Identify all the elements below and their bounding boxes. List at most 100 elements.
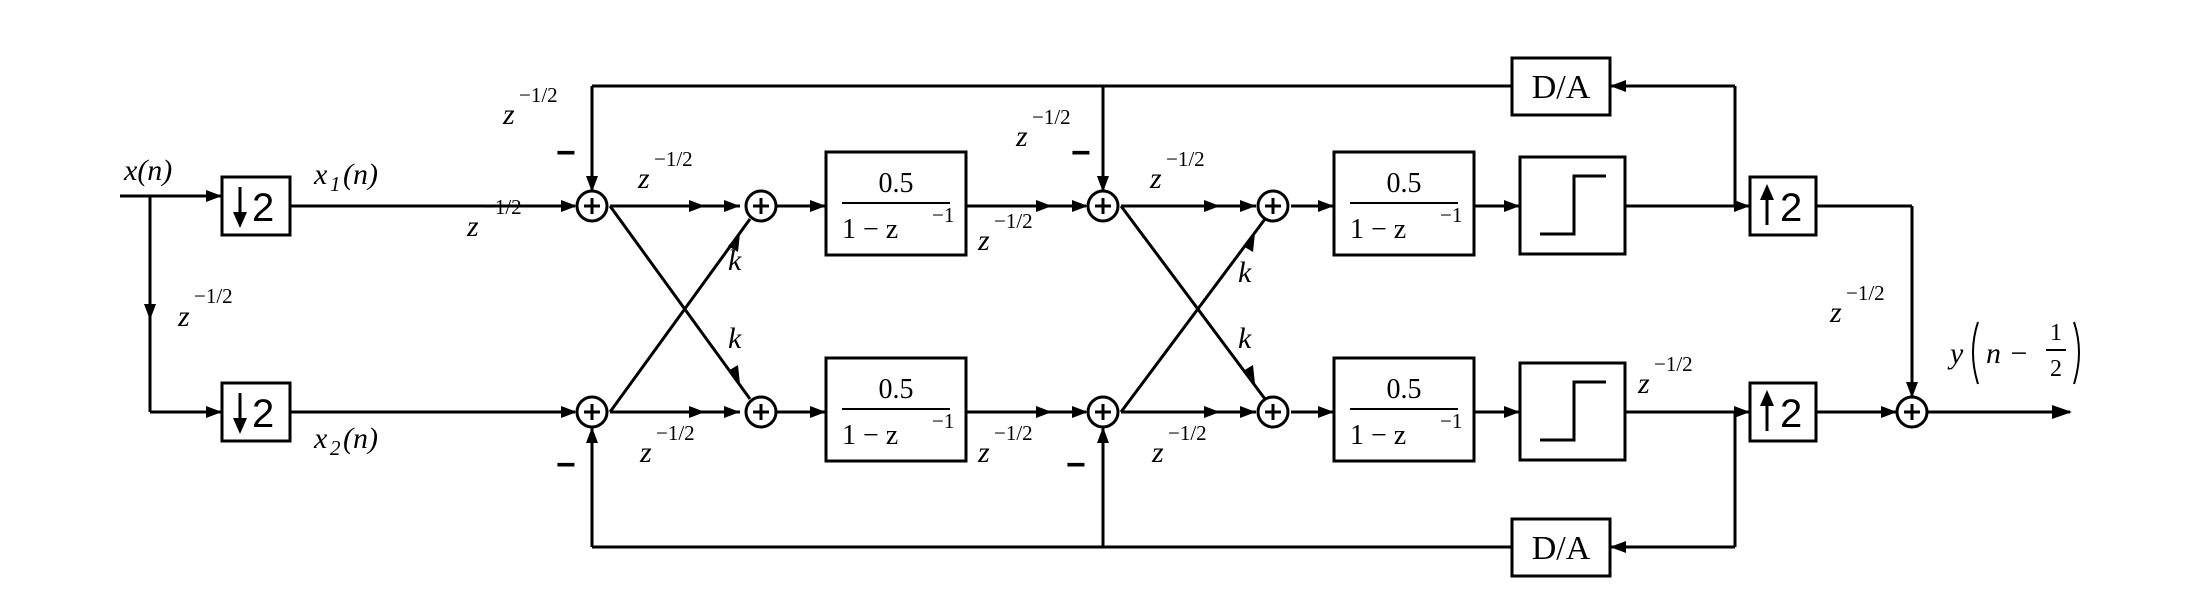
x1-label: x 1 (n): [313, 158, 378, 196]
minus-sign: −: [1071, 134, 1091, 172]
wires: [120, 84, 2070, 549]
svg-text:z: z: [1637, 367, 1650, 400]
dac-bottom: D/A: [1510, 517, 1612, 578]
downsampler-top: 2: [220, 175, 292, 237]
svg-text:−1/2: −1/2: [994, 209, 1033, 233]
integrator-2-bottom: 0.5 1 − z −1: [1332, 356, 1476, 463]
svg-text:−1/2: −1/2: [1846, 281, 1885, 305]
integrator-numerator: 0.5: [879, 374, 914, 405]
svg-text:z: z: [977, 436, 990, 469]
svg-text:−1/2: −1/2: [994, 421, 1033, 445]
svg-text:z: z: [1015, 120, 1028, 153]
svg-text:−1/2: −1/2: [194, 284, 233, 308]
svg-text:x: x: [313, 422, 328, 455]
svg-text:−1/2: −1/2: [1654, 352, 1693, 376]
svg-text:n −: n −: [1986, 337, 2029, 370]
integrator-numerator: 0.5: [1387, 168, 1422, 199]
integrator-1-bottom: 0.5 1 − z −1: [824, 356, 968, 463]
integrator-denominator: 1 − z: [1350, 214, 1406, 245]
svg-text:z: z: [1149, 162, 1162, 195]
summing-junctions: [575, 189, 1929, 429]
delay-label: z −1/2: [977, 421, 1033, 469]
quantizer-bottom: [1518, 361, 1627, 462]
gain-label: k: [1238, 256, 1252, 289]
delay-label: z −1/2: [1149, 147, 1205, 195]
upsampler-bottom: 2: [1748, 381, 1818, 443]
minus-sign: −: [1066, 446, 1086, 484]
integrator-denominator-exp: −1: [932, 409, 954, 433]
integrator-2-top: 0.5 1 − z −1: [1332, 150, 1476, 257]
integrator-1-top: 0.5 1 − z −1: [824, 150, 968, 257]
delay-label: z −1/2: [637, 147, 693, 195]
delay-label: z −1/2: [466, 195, 522, 243]
output-signal-label: y n − 1 2: [1947, 320, 2080, 385]
delay-label: z −1/2: [502, 83, 558, 131]
labels: x(n) x 1 (n) x 2 (n) z −1/2 z −1/2 z −1/…: [123, 83, 2080, 484]
downsample-factor: 2: [252, 392, 274, 436]
sum-junction-output: [1895, 395, 1929, 429]
downsample-factor: 2: [252, 186, 274, 230]
downsampler-bottom: 2: [220, 381, 292, 443]
svg-text:y: y: [1947, 337, 1964, 370]
svg-text:1: 1: [2050, 320, 2062, 346]
gain-label: k: [728, 244, 742, 277]
svg-text:(n): (n): [343, 158, 378, 191]
integrator-denominator: 1 − z: [842, 214, 898, 245]
svg-text:x: x: [313, 158, 328, 191]
svg-text:z: z: [637, 162, 650, 195]
svg-text:−1/2: −1/2: [654, 147, 693, 171]
svg-text:z: z: [1151, 436, 1164, 469]
gain-label: k: [728, 322, 742, 355]
sum-junction-2: [575, 395, 609, 429]
svg-text:z: z: [177, 300, 190, 333]
delay-label: z −1/2: [1015, 105, 1071, 153]
svg-text:(n): (n): [343, 422, 378, 455]
svg-text:z: z: [977, 224, 990, 257]
svg-text:z: z: [639, 436, 652, 469]
integrator-denominator-exp: −1: [1440, 409, 1462, 433]
sum-junction-5: [1086, 189, 1120, 223]
dac-label: D/A: [1532, 530, 1591, 567]
integrator-numerator: 0.5: [879, 168, 914, 199]
svg-text:−1/2: −1/2: [1166, 147, 1205, 171]
upsample-factor: 2: [1780, 186, 1802, 230]
delay-label: z −1/2: [639, 421, 695, 469]
svg-text:2: 2: [2050, 356, 2062, 382]
minus-sign: −: [556, 134, 576, 172]
svg-text:2: 2: [330, 436, 341, 460]
quantizer-top: [1518, 155, 1627, 256]
svg-text:z: z: [502, 98, 515, 131]
sum-junction-3: [744, 189, 778, 223]
svg-text:z: z: [466, 210, 479, 243]
sum-junction-7: [1256, 189, 1290, 223]
integrator-denominator: 1 − z: [1350, 420, 1406, 451]
delay-label: z −1/2: [1151, 421, 1207, 469]
arrowheads: [144, 80, 2072, 553]
input-signal-label: x(n): [123, 154, 172, 187]
svg-text:−1/2: −1/2: [519, 83, 558, 107]
upsample-factor: 2: [1780, 392, 1802, 436]
delay-label: z −1/2: [1829, 281, 1885, 329]
sum-junction-8: [1256, 395, 1290, 429]
delay-label: z −1/2: [177, 284, 233, 333]
integrator-denominator: 1 − z: [842, 420, 898, 451]
delay-label: z −1/2: [977, 209, 1033, 257]
svg-text:−1/2: −1/2: [1168, 421, 1207, 445]
svg-text:−1/2: −1/2: [656, 421, 695, 445]
dac-label: D/A: [1532, 69, 1591, 106]
x2-label: x 2 (n): [313, 422, 378, 460]
svg-text:−1/2: −1/2: [1032, 105, 1071, 129]
upsampler-top: 2: [1748, 175, 1818, 237]
sum-junction-1: [575, 189, 609, 223]
integrator-denominator-exp: −1: [1440, 203, 1462, 227]
gain-label: k: [1238, 322, 1252, 355]
sum-junction-6: [1086, 395, 1120, 429]
svg-text:1: 1: [330, 172, 341, 196]
sum-junction-4: [744, 395, 778, 429]
svg-text:−1/2: −1/2: [483, 195, 522, 219]
minus-sign: −: [556, 446, 576, 484]
delay-label: z −1/2: [1637, 352, 1693, 400]
integrator-denominator-exp: −1: [932, 203, 954, 227]
integrator-numerator: 0.5: [1387, 374, 1422, 405]
